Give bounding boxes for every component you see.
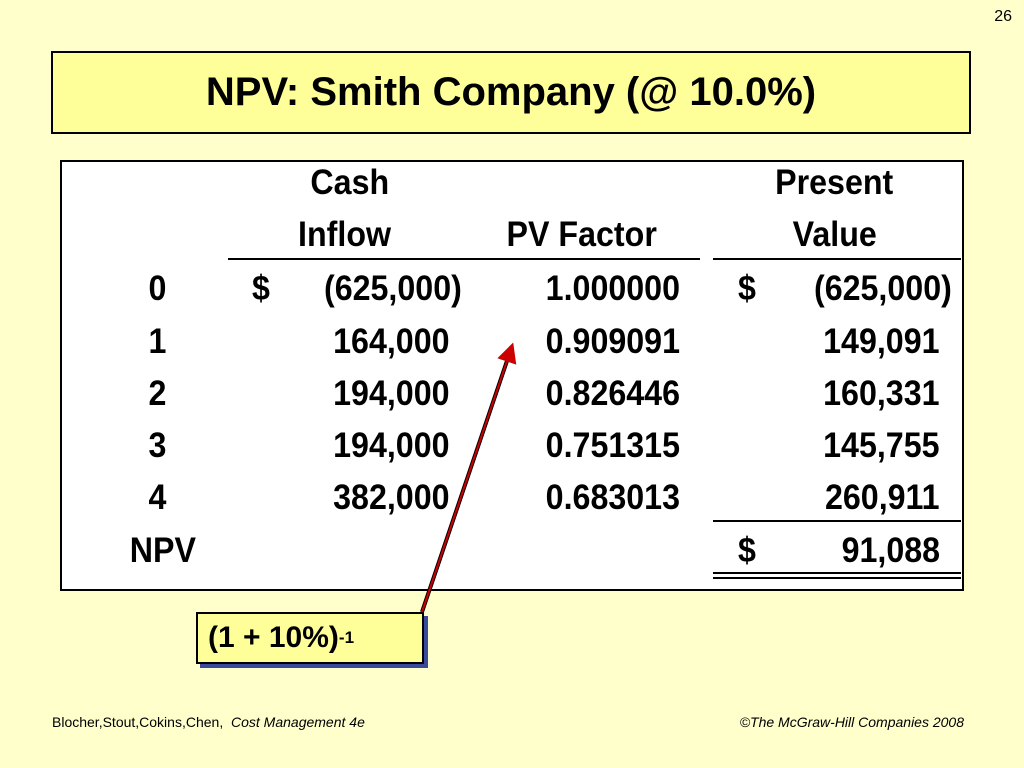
- row-4-inflow: 382,000: [333, 478, 450, 517]
- header-value: Value: [792, 215, 877, 254]
- row-2-period: 2: [148, 374, 166, 413]
- header-underline-value: [713, 258, 961, 260]
- row-4-factor: 0.683013: [545, 478, 680, 517]
- npv-label: NPV: [129, 531, 196, 570]
- npv-double-underline-bottom: [713, 577, 961, 579]
- row-3-pv: 145,755: [823, 426, 940, 465]
- row-2-pv: 160,331: [823, 374, 940, 413]
- header-present: Present: [775, 163, 894, 202]
- row-1-inflow: 164,000: [333, 322, 450, 361]
- row-3-period: 3: [148, 426, 166, 465]
- row-0-pv: (625,000): [814, 269, 952, 308]
- row-0-inflow-sign: $: [252, 269, 270, 308]
- header-inflow: Inflow: [298, 215, 392, 254]
- header-underline-inflow: [228, 258, 700, 260]
- header-pv-factor: PV Factor: [506, 215, 657, 254]
- row-1-factor: 0.909091: [545, 322, 680, 361]
- formula-callout: (1 + 10%) -1: [196, 612, 424, 664]
- row-3-factor: 0.751315: [545, 426, 680, 465]
- footer-authors: Blocher,Stout,Cokins,Chen,: [52, 714, 224, 730]
- npv-sign: $: [738, 531, 756, 570]
- row-0-factor: 1.000000: [545, 269, 680, 308]
- npv-value: 91,088: [841, 531, 940, 570]
- title-box: NPV: Smith Company (@ 10.0%): [51, 51, 971, 134]
- npv-table: [60, 160, 964, 591]
- npv-double-underline-top: [713, 572, 961, 574]
- row-0-pv-sign: $: [738, 269, 756, 308]
- row-4-period: 4: [148, 478, 166, 517]
- row-1-pv: 149,091: [823, 322, 940, 361]
- header-cash: Cash: [310, 163, 390, 202]
- row-3-inflow: 194,000: [333, 426, 450, 465]
- footer-citation: Blocher,Stout,Cokins,Chen, Cost Manageme…: [52, 714, 365, 730]
- page-title: NPV: Smith Company (@ 10.0%): [205, 70, 817, 114]
- slide-number: 26: [994, 8, 1012, 25]
- row-0-inflow: (625,000): [324, 269, 462, 308]
- row-2-inflow: 194,000: [333, 374, 450, 413]
- footer-book: Cost Management 4e: [231, 714, 365, 730]
- row-4-pv: 260,911: [825, 478, 940, 517]
- row-0-period: 0: [148, 269, 166, 308]
- row-1-period: 1: [148, 322, 166, 361]
- row-2-factor: 0.826446: [545, 374, 680, 413]
- callout-base: (1 + 10%): [208, 621, 339, 654]
- footer-copyright: ©The McGraw-Hill Companies 2008: [739, 714, 964, 730]
- npv-top-rule: [713, 520, 961, 522]
